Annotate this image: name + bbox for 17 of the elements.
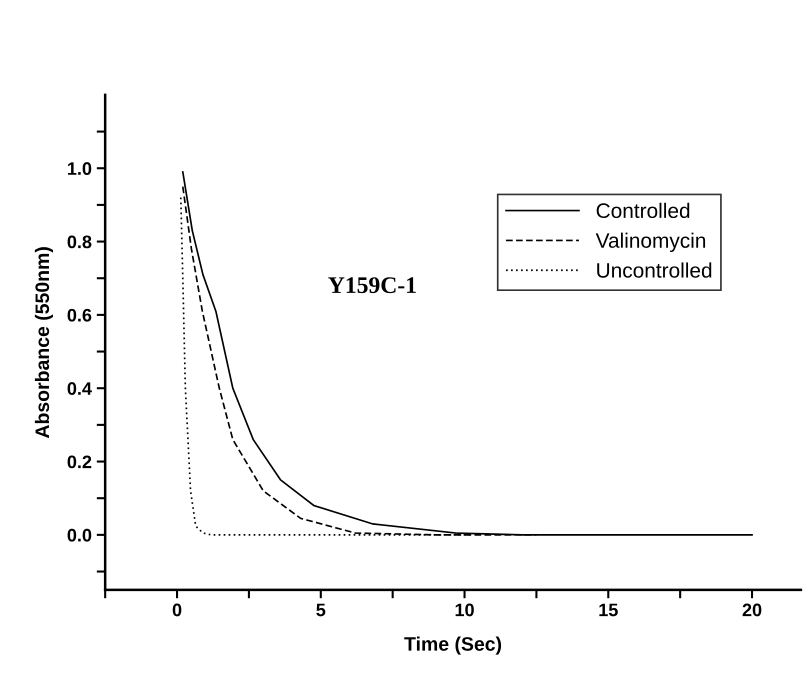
x-tick-label: 20 <box>742 604 762 616</box>
x-tick-label: 10 <box>456 604 474 616</box>
x-tick-label: 0 <box>172 604 182 616</box>
y-tick-label: 0.2 <box>68 455 92 468</box>
legend-label: Controlled <box>596 202 690 218</box>
x-tick-label: 15 <box>599 604 618 616</box>
x-axis-title: Time (Sec) <box>404 636 502 655</box>
legend-label: Valinomycin <box>596 232 706 252</box>
y-axis-title: Absorbance (550nm) <box>34 247 53 438</box>
y-tick-label: 1.0 <box>68 162 92 175</box>
y-tick-label: 0.4 <box>68 382 92 395</box>
y-tick-label: 0.0 <box>68 528 92 542</box>
x-tick-label: 5 <box>316 604 326 616</box>
annotation: Y159C-1 <box>328 277 416 294</box>
y-tick-label: 0.6 <box>68 308 92 322</box>
legend-label: Uncontrolled <box>597 262 712 278</box>
y-tick-label: 0.8 <box>68 236 92 248</box>
